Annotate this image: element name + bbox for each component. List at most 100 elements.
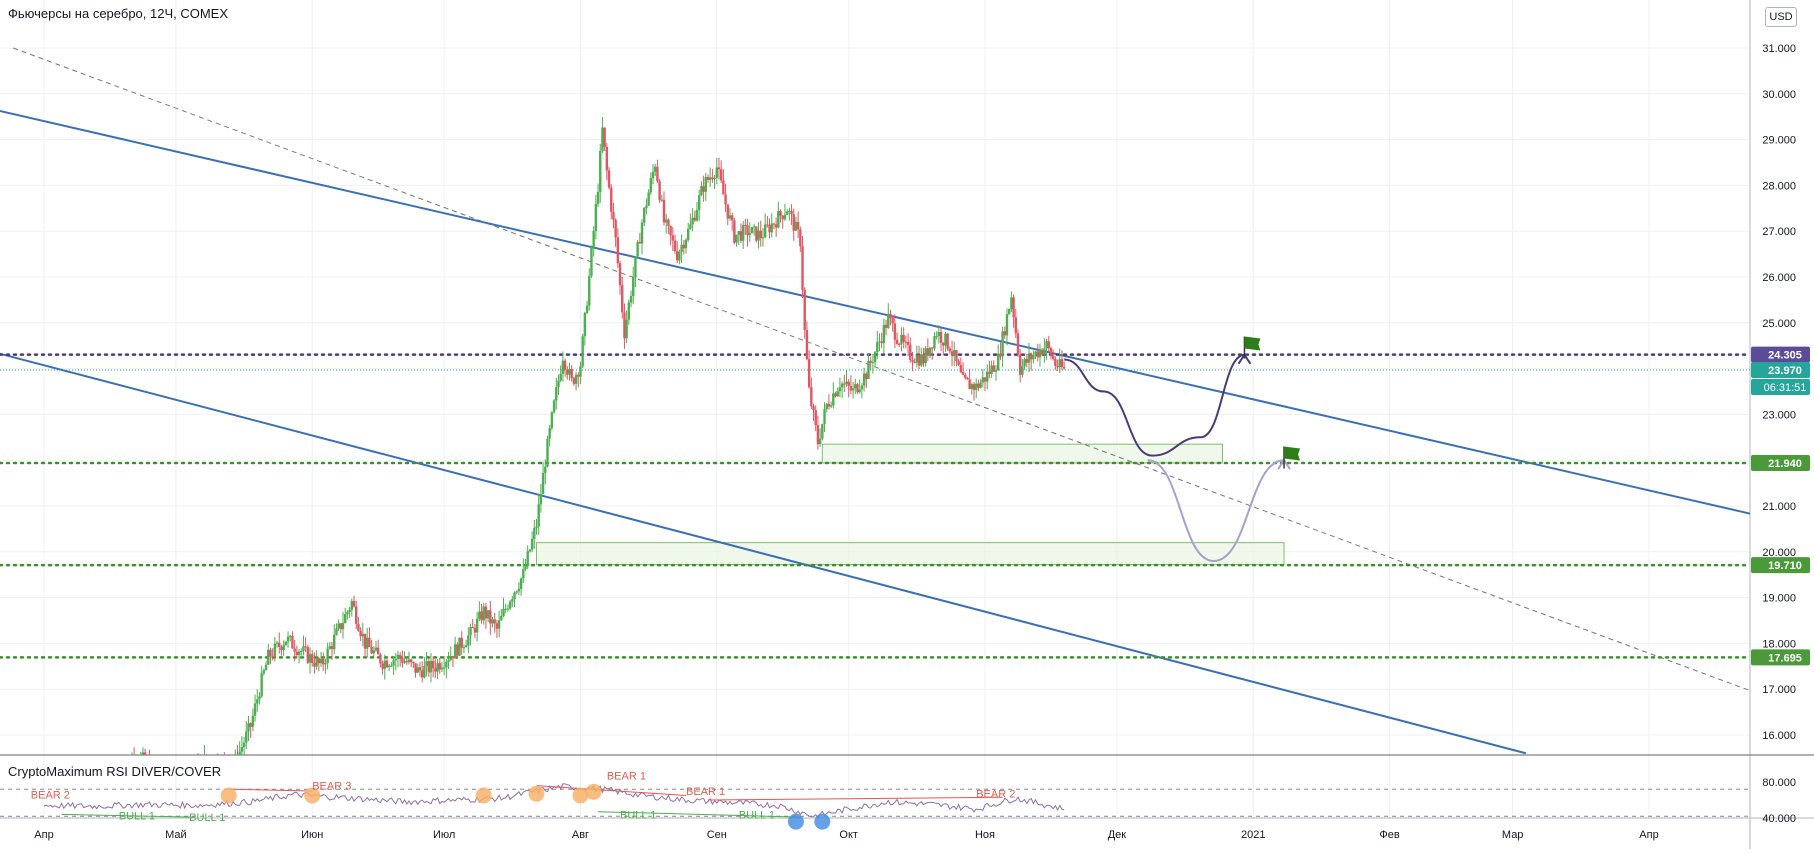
price-tick-label: 27.000 [1762,226,1796,238]
candle-body [660,199,664,201]
candle-body [939,332,943,343]
currency-badge[interactable]: USD [1765,7,1797,27]
candle-body [777,210,780,228]
candle-body [1036,351,1039,358]
candle-body [730,215,734,221]
candle-body [467,635,470,646]
projection-curve[interactable] [1064,353,1245,457]
candle-body [1025,359,1028,363]
indicator-title: CryptoMaximum RSI DIVER/COVER [8,764,222,779]
candle-body [308,654,312,663]
candle-body [530,538,534,550]
candle-body [484,606,488,619]
candle-body [1058,359,1061,368]
candle-body [502,609,505,616]
candle-body [133,758,135,763]
candle-body [662,199,666,223]
candle-body [289,635,292,637]
channel-line-upper[interactable] [0,94,1777,520]
candle-body [979,382,982,388]
time-tick-label: Авг [572,829,589,841]
candle-body [546,438,549,467]
candle-body [143,752,147,755]
candle-body [697,195,701,210]
candle-body [959,365,963,372]
bear-divergence-line [707,796,1003,801]
candle-body [838,387,842,392]
candle-body [788,210,791,212]
orange-signal-marker [572,787,589,804]
candle-body [348,609,351,612]
candle-body [383,660,386,669]
candle-body [394,658,397,661]
candle-body [966,377,969,380]
candle-body [999,353,1002,357]
candle-body [572,378,576,384]
candle-body [779,210,782,216]
candle-body [405,661,408,663]
channel-line-lower[interactable] [0,346,1527,755]
channel-median-line[interactable] [13,47,1814,717]
candle-body [273,643,277,657]
candle-body [548,428,551,439]
bear-divergence-line [536,785,687,796]
candle-body [702,186,705,192]
candle-body [607,170,611,188]
level-label-green: 17.695 [1768,652,1802,664]
candle-body [904,341,908,343]
candle-body [739,231,743,241]
candle-body [242,742,246,748]
candle-body [1012,297,1015,318]
candle-body [205,754,208,755]
candle-body [324,663,327,665]
candle-body [909,344,912,360]
candle-body [363,633,367,649]
candle-body [814,410,817,426]
candle-body [711,177,714,179]
candle-body [339,623,343,630]
candle-body [805,329,809,360]
candle-body [887,313,890,328]
candle-body [379,654,382,664]
candle-body [898,343,901,345]
candle-body [365,637,369,649]
candle-body [895,339,899,344]
candle-body [726,204,729,219]
candle-body [880,341,883,344]
candle-body [1021,366,1024,375]
candle-body [796,221,800,230]
candle-body [746,225,749,236]
candle-body [489,610,492,624]
countdown-bg [1751,378,1810,395]
candle-body [599,151,602,192]
candle-body [715,167,718,178]
candle-body [460,637,463,648]
candle-body [526,551,529,567]
candle-body [414,663,417,673]
candle-body [961,371,965,375]
candle-body [618,263,622,286]
candle-body [330,646,334,650]
countdown-label: 06:31:51 [1764,382,1807,394]
candle-body [946,333,949,349]
candle-body [623,312,626,339]
candle-body [300,650,303,652]
level-label-purple-bg [1751,346,1810,363]
candle-body [759,230,762,239]
candle-body [913,361,916,363]
projection-curve[interactable] [1147,459,1285,562]
candle-body [902,334,905,342]
candle-body [990,365,993,374]
time-tick-label: Май [165,829,187,841]
candle-body [245,731,248,743]
candle-body [590,247,593,276]
candle-body [997,353,1000,371]
support-zone[interactable] [535,542,1285,566]
candle-body [297,651,301,655]
candle-body [230,769,232,772]
candle-body [994,370,998,372]
candle-body [240,747,244,752]
candle-body [761,237,765,239]
